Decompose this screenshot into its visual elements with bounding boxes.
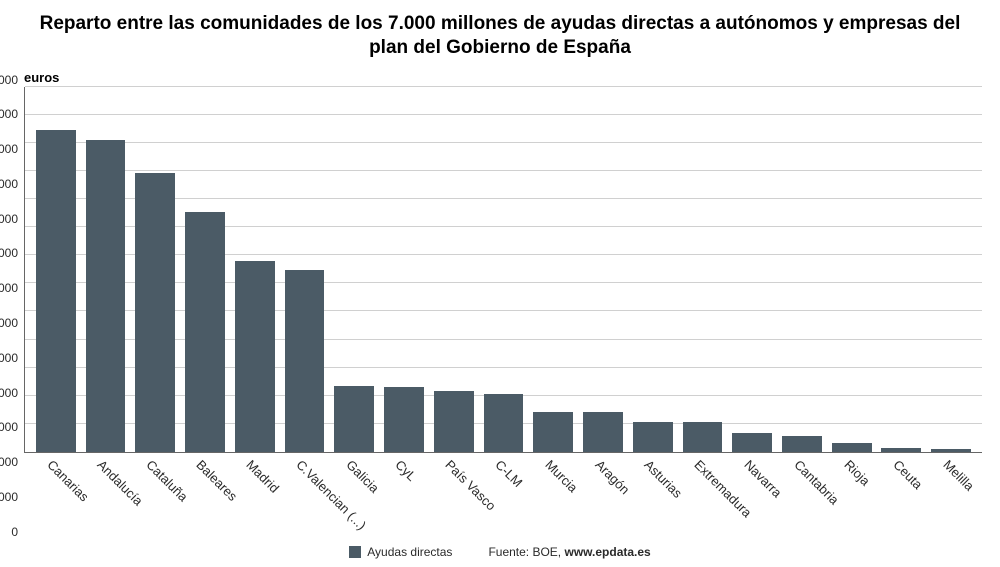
bar-slot	[180, 87, 230, 453]
source-site: www.epdata.es	[564, 545, 650, 559]
bar	[484, 394, 524, 452]
bar	[185, 212, 225, 452]
y-axis-label: euros	[24, 70, 982, 85]
bar-slot	[827, 87, 877, 453]
bar-slot	[727, 87, 777, 453]
bar	[285, 270, 325, 452]
bar	[533, 412, 573, 452]
bar-slot	[528, 87, 578, 453]
bar-slot	[628, 87, 678, 453]
bar-slot	[379, 87, 429, 453]
bar-slot	[280, 87, 330, 453]
bar	[583, 412, 623, 452]
bar-slot	[876, 87, 926, 453]
bar	[633, 422, 673, 452]
x-tick-label: Madrid	[243, 457, 282, 496]
x-tick-label: C-LM	[492, 457, 525, 490]
bar	[931, 449, 971, 452]
bar	[782, 436, 822, 452]
bar-slot	[31, 87, 81, 453]
legend: Ayudas directas	[349, 545, 452, 559]
bar-slot	[678, 87, 728, 453]
chart-title: Reparto entre las comunidades de los 7.0…	[18, 12, 982, 60]
bar	[832, 443, 872, 452]
bar-slot	[130, 87, 180, 453]
bar	[36, 130, 76, 452]
legend-label: Ayudas directas	[367, 545, 452, 559]
bar	[881, 448, 921, 452]
bar-slot	[578, 87, 628, 453]
legend-swatch	[349, 546, 361, 558]
chart-area: 1.300.0001.200.0001.100.0001.000.000900.…	[18, 87, 982, 540]
source-text: Fuente: BOE, www.epdata.es	[488, 545, 650, 559]
bar-slot	[777, 87, 827, 453]
x-tick-label: Ceuta	[891, 457, 926, 492]
bar	[235, 261, 275, 452]
bar	[434, 391, 474, 452]
x-axis-labels: CanariasAndalucíaCataluñaBalearesMadridC…	[24, 453, 982, 539]
bar	[732, 433, 772, 452]
x-tick-label: Aragón	[592, 457, 632, 497]
bar	[384, 387, 424, 452]
x-tick-label: Melilla	[941, 457, 978, 494]
bars-container	[25, 87, 982, 453]
bar	[683, 422, 723, 452]
bar-slot	[230, 87, 280, 453]
bar-slot	[429, 87, 479, 453]
bar	[135, 173, 175, 452]
chart-footer: Ayudas directas Fuente: BOE, www.epdata.…	[18, 539, 982, 559]
bar	[334, 386, 374, 452]
bar-slot	[926, 87, 976, 453]
bar	[86, 140, 126, 452]
bar-slot	[81, 87, 131, 453]
x-tick-label: Galicia	[343, 457, 382, 496]
x-tick-label: CyL	[393, 457, 420, 484]
x-tick-label: Murcia	[542, 457, 580, 495]
bar-slot	[329, 87, 379, 453]
plot-region	[24, 87, 982, 454]
x-tick-label: Rioja	[841, 457, 873, 489]
bar-slot	[479, 87, 529, 453]
source-prefix: Fuente: BOE,	[488, 545, 564, 559]
